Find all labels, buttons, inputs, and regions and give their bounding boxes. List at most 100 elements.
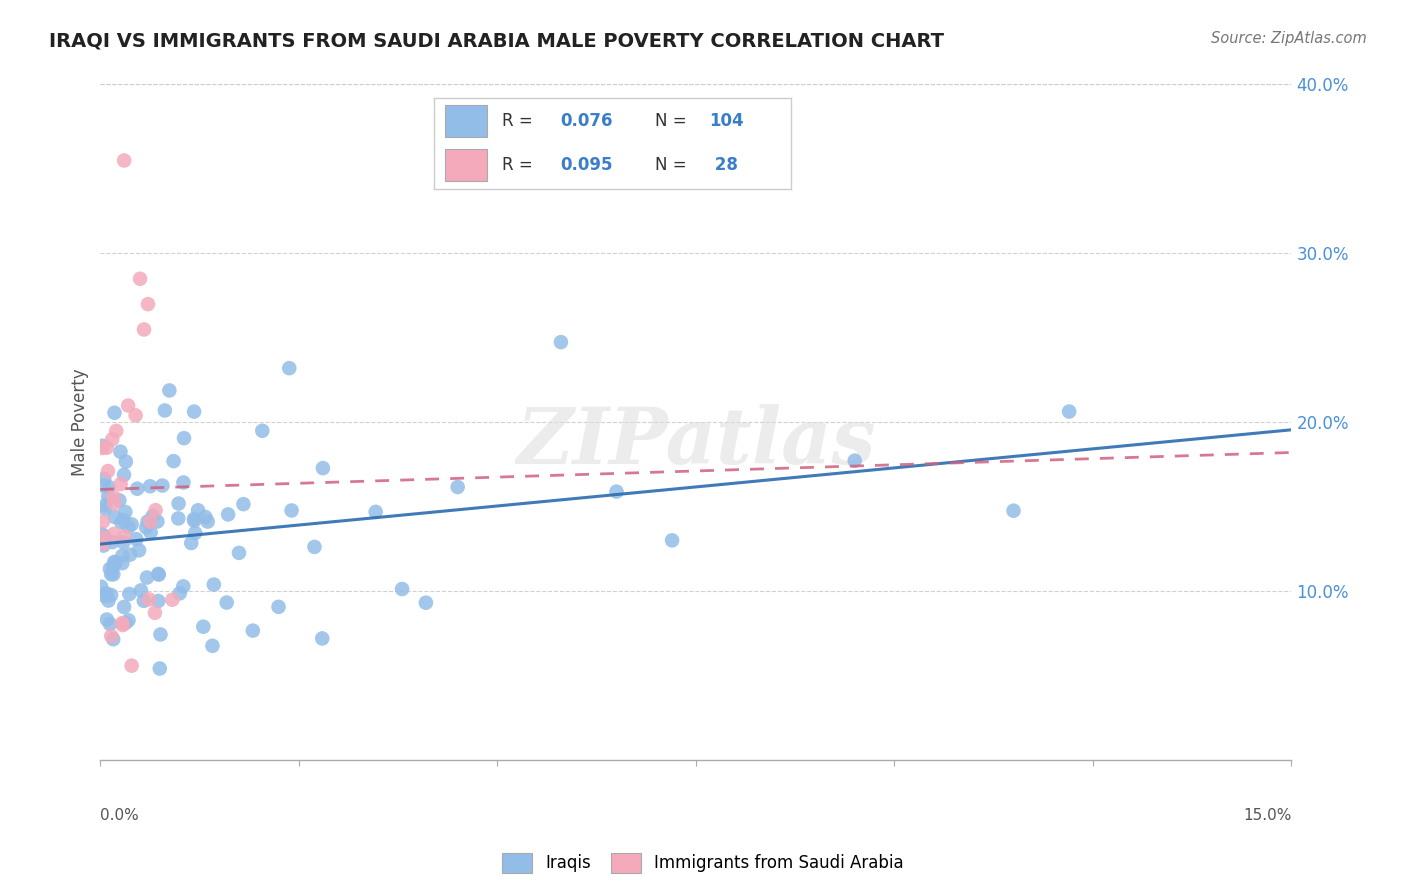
Point	[101, 433, 124, 447]
Point	[142, 508, 165, 523]
Point	[201, 639, 224, 653]
Point	[135, 520, 157, 534]
Point	[128, 543, 150, 558]
Text: 15.0%: 15.0%	[1243, 808, 1292, 822]
Point	[252, 424, 274, 438]
Point	[172, 475, 194, 490]
Point	[97, 489, 120, 503]
Point	[197, 515, 219, 529]
Point	[153, 403, 176, 417]
Point	[172, 579, 194, 593]
Point	[228, 546, 250, 560]
Point	[112, 467, 135, 482]
Point	[129, 272, 152, 286]
Point	[167, 496, 190, 510]
Text: 0.0%: 0.0%	[100, 808, 139, 822]
Text: Source: ZipAtlas.com: Source: ZipAtlas.com	[1211, 31, 1367, 46]
Point	[148, 567, 170, 582]
Point	[364, 505, 387, 519]
Point	[129, 583, 152, 598]
Point	[90, 580, 112, 594]
Point	[139, 479, 162, 493]
Point	[162, 454, 184, 468]
Point	[183, 404, 205, 418]
Point	[605, 484, 627, 499]
Point	[103, 406, 125, 420]
Point	[183, 514, 205, 528]
Point	[139, 525, 162, 540]
Point	[117, 520, 139, 534]
Point	[103, 497, 125, 511]
Point	[118, 587, 141, 601]
Point	[96, 441, 118, 455]
Point	[550, 335, 572, 350]
Point	[136, 297, 159, 311]
Point	[138, 592, 160, 607]
Point	[94, 501, 117, 516]
Point	[110, 477, 132, 491]
Point	[117, 399, 139, 413]
Point	[267, 599, 290, 614]
Point	[304, 540, 326, 554]
Point	[91, 439, 114, 453]
Point	[180, 536, 202, 550]
Point	[150, 478, 173, 492]
Point	[104, 555, 127, 569]
Point	[125, 533, 148, 547]
Text: ZIPatlas: ZIPatlas	[516, 404, 876, 481]
Point	[312, 461, 335, 475]
Point	[148, 594, 170, 608]
Point	[91, 531, 114, 545]
Point	[124, 409, 146, 423]
Point	[215, 596, 238, 610]
Point	[661, 533, 683, 548]
Point	[1002, 504, 1025, 518]
Point	[103, 527, 125, 541]
Point	[112, 153, 135, 168]
Point	[115, 454, 138, 468]
Text: IRAQI VS IMMIGRANTS FROM SAUDI ARABIA MALE POVERTY CORRELATION CHART: IRAQI VS IMMIGRANTS FROM SAUDI ARABIA MA…	[49, 31, 945, 50]
Point	[132, 322, 155, 336]
Point	[97, 480, 120, 494]
Point	[146, 515, 169, 529]
Point	[139, 515, 162, 529]
Point	[98, 617, 121, 632]
Point	[91, 515, 114, 529]
Point	[127, 482, 149, 496]
Point	[114, 616, 136, 631]
Point	[90, 527, 112, 541]
Point	[111, 549, 134, 563]
Point	[117, 613, 139, 627]
Point	[132, 594, 155, 608]
Point	[114, 505, 136, 519]
Point	[112, 535, 135, 549]
Point	[101, 535, 124, 549]
Point	[217, 508, 239, 522]
Point	[202, 577, 225, 591]
Point	[148, 566, 170, 581]
Point	[97, 464, 120, 478]
Point	[105, 424, 128, 438]
Point	[194, 510, 217, 524]
Point	[103, 509, 125, 524]
Point	[193, 620, 215, 634]
Point	[96, 586, 118, 600]
Point	[120, 548, 142, 562]
Point	[103, 490, 125, 504]
Point	[98, 562, 121, 576]
Point	[143, 606, 166, 620]
Point	[111, 618, 134, 632]
Point	[136, 515, 159, 529]
Point	[100, 629, 122, 643]
Point	[91, 478, 114, 492]
Point	[280, 503, 302, 517]
Point	[149, 661, 172, 675]
Point	[121, 517, 143, 532]
Point	[187, 503, 209, 517]
Point	[111, 556, 134, 570]
Legend: Iraqis, Immigrants from Saudi Arabia: Iraqis, Immigrants from Saudi Arabia	[495, 847, 911, 880]
Point	[278, 361, 301, 376]
Point	[173, 431, 195, 445]
Point	[136, 570, 159, 584]
Point	[93, 472, 115, 486]
